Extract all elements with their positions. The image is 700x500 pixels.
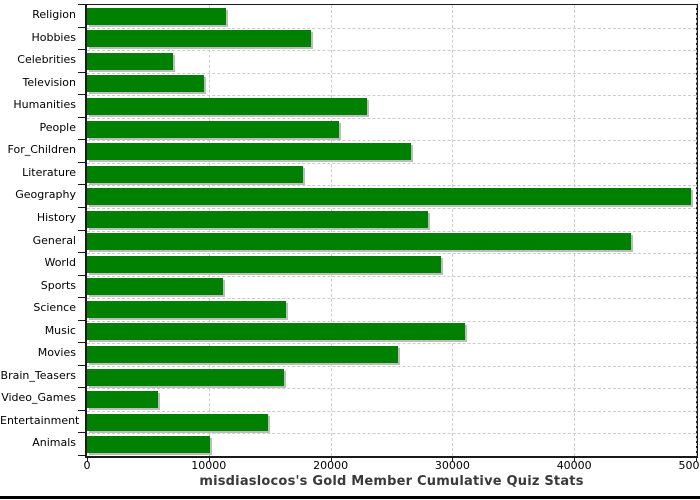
y-tick [78, 71, 85, 73]
x-label-0: 0 [83, 459, 91, 472]
bar-celebrities [87, 52, 174, 70]
y-tick [78, 297, 85, 299]
bar-entertainment [87, 413, 269, 431]
gridline-h [87, 207, 696, 209]
y-label-animals: Animals [32, 436, 76, 450]
bar-humanities [87, 97, 368, 115]
y-label-sports: Sports [40, 278, 76, 292]
y-tick [78, 116, 85, 118]
y-tick [78, 229, 85, 231]
y-label-geography: Geography [15, 188, 76, 202]
y-tick [78, 364, 85, 366]
gridline-h [87, 320, 696, 322]
y-label-literature: Literature [22, 165, 76, 179]
y-tick [78, 161, 85, 163]
y-label-world: World [44, 256, 76, 270]
y-label-hobbies: Hobbies [31, 30, 76, 44]
y-label-humanities: Humanities [13, 98, 76, 112]
y-tick [78, 432, 85, 434]
y-tick [78, 184, 85, 186]
gridline-h [87, 140, 696, 142]
y-label-celebrities: Celebrities [17, 53, 76, 67]
x-label-10000: 10000 [191, 459, 227, 472]
gridline-h [87, 185, 696, 187]
bar-video-games [87, 391, 158, 409]
bar-brain-teasers [87, 368, 285, 386]
gridline-h [87, 95, 696, 97]
gridline-h [87, 27, 696, 29]
bar-television [87, 75, 204, 93]
y-tick [78, 4, 85, 5]
y-tick [78, 455, 85, 456]
bar-literature [87, 165, 303, 183]
bar-music [87, 323, 465, 341]
bar-history [87, 210, 429, 228]
y-tick [78, 139, 85, 141]
gridline-h [87, 162, 696, 164]
y-label-general: General [32, 233, 76, 247]
bar-geography [87, 188, 692, 206]
y-tick [78, 49, 85, 51]
y-label-science: Science [33, 301, 76, 315]
y-tick [78, 206, 85, 208]
bar-world [87, 255, 442, 273]
x-label-50000: 50000 [678, 459, 700, 472]
bar-hobbies [87, 30, 312, 48]
y-tick [78, 252, 85, 254]
gridline-v-50000 [696, 5, 697, 456]
x-label-30000: 30000 [434, 459, 470, 472]
y-label-religion: Religion [32, 8, 76, 21]
gridline-h [87, 230, 696, 232]
bar-for-children [87, 143, 411, 161]
y-tick [78, 409, 85, 411]
gridline-h [87, 388, 696, 390]
x-tick-30000 [452, 457, 454, 461]
y-label-movies: Movies [37, 346, 76, 360]
x-tick-10000 [208, 457, 210, 461]
y-label-video-games: Video_Games [1, 391, 76, 405]
gridline-h [87, 253, 696, 255]
y-label-for-children: For_Children [7, 143, 76, 157]
y-tick [78, 342, 85, 344]
gridline-h [87, 365, 696, 367]
x-tick-40000 [574, 457, 576, 461]
y-axis-labels: Religion Hobbies Celebrities Television Huma… [0, 4, 80, 455]
x-label-40000: 40000 [556, 459, 592, 472]
chart-title: misdiaslocos's Gold Member Cumulative Qu… [199, 474, 584, 489]
plot-area [85, 4, 698, 458]
y-label-music: Music [44, 323, 76, 337]
gridline-h [87, 343, 696, 345]
y-tick [78, 26, 85, 28]
y-label-brain-teasers: Brain_Teasers [0, 368, 76, 382]
bar-religion [87, 7, 226, 25]
bar-movies [87, 346, 398, 364]
gridline-h [87, 275, 696, 277]
y-tick [78, 387, 85, 389]
bar-people [87, 120, 340, 138]
bar-science [87, 300, 286, 318]
gridline-h [87, 117, 696, 119]
x-tick-50000 [696, 457, 697, 461]
gridline-h [87, 410, 696, 412]
y-label-television: Television [22, 75, 77, 89]
y-label-people: People [39, 120, 76, 134]
gridline-h [87, 72, 696, 74]
bar-general [87, 233, 632, 251]
bottom-black-bar [0, 496, 700, 499]
y-tick [78, 94, 85, 96]
y-label-entertainment: Entertainment [0, 413, 80, 427]
bar-animals [87, 436, 211, 454]
y-label-history: History [36, 210, 76, 224]
y-tick [78, 319, 85, 321]
x-label-20000: 20000 [313, 459, 349, 472]
gridline-h [87, 50, 696, 52]
x-tick-0 [87, 457, 88, 461]
gridline-h [87, 298, 696, 300]
bar-sports [87, 278, 224, 296]
y-tick [78, 274, 85, 276]
gridline-h [87, 433, 696, 435]
x-tick-20000 [330, 457, 332, 461]
